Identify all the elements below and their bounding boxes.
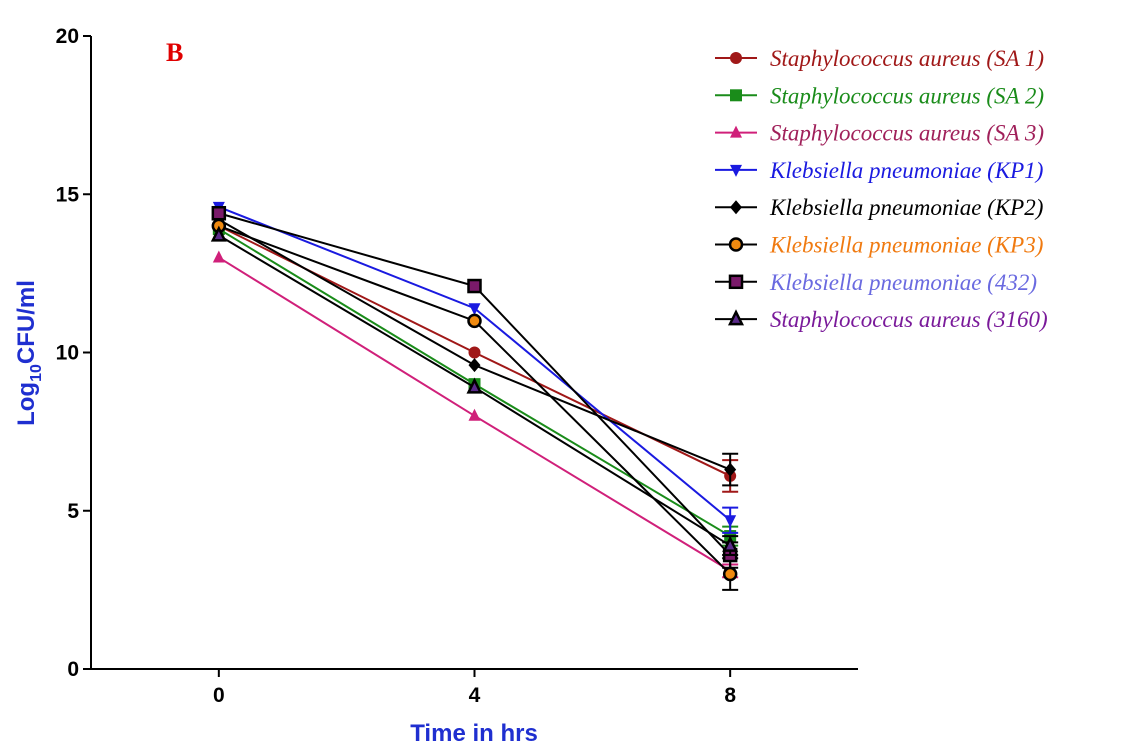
- data-point: [466, 377, 483, 394]
- data-point: [468, 346, 481, 359]
- data-point: [722, 566, 738, 582]
- y-tick-label: 0: [67, 658, 79, 681]
- legend-entry: Staphylococcus aureus (3160): [715, 307, 1048, 332]
- legend-entry: Klebsiella pneumoniae (KP1): [715, 158, 1043, 183]
- legend: Staphylococcus aureus (SA 1) Staphylococc…: [715, 46, 1048, 332]
- legend-entry: Staphylococcus aureus (SA 2): [715, 83, 1044, 108]
- legend-marker: [728, 274, 744, 290]
- legend-label: Staphylococcus aureus (SA 2): [770, 83, 1044, 108]
- y-axis-title: Log10CFU/ml: [13, 280, 45, 426]
- legend-marker: [728, 237, 744, 252]
- data-point: [724, 515, 737, 528]
- legend-marker: [730, 52, 742, 64]
- legend-entry: Klebsiella pneumoniae (432): [715, 270, 1037, 295]
- panel-label: B: [166, 38, 183, 67]
- x-axis-title: Time in hrs: [410, 720, 538, 747]
- legend-label: Staphylococcus aureus (3160): [770, 307, 1048, 332]
- legend-label: Klebsiella pneumoniae (KP1): [769, 158, 1043, 183]
- series-line: [218, 218, 731, 471]
- legend-entry: Klebsiella pneumoniae (KP2): [715, 195, 1043, 220]
- data-point: [212, 250, 225, 263]
- y-axis-title-rest: CFU/ml: [13, 280, 40, 364]
- legend-entry: Staphylococcus aureus (SA 1): [715, 46, 1044, 71]
- y-axis-title-sub: 10: [28, 364, 45, 382]
- legend-marker: [730, 164, 742, 177]
- series-3: [212, 250, 739, 579]
- x-tick-label: 8: [724, 684, 736, 707]
- y-tick-label: 10: [56, 342, 79, 365]
- legend-entry: Staphylococcus aureus (SA 3): [715, 121, 1044, 146]
- data-point: [468, 303, 481, 316]
- data-point: [468, 358, 481, 373]
- legend-label: Staphylococcus aureus (SA 1): [770, 46, 1044, 71]
- legend-label: Klebsiella pneumoniae (KP2): [769, 195, 1043, 220]
- series-6: [211, 218, 739, 591]
- legend-marker: [730, 89, 742, 102]
- data-point: [468, 408, 481, 421]
- axes: 0 5 10 15 20 0 4 8: [56, 25, 858, 707]
- legend-marker: [730, 200, 742, 215]
- series-layer: [210, 201, 739, 591]
- data-point: [467, 313, 482, 329]
- y-tick-label: 5: [67, 500, 79, 523]
- series-4: [212, 201, 739, 534]
- data-point: [467, 278, 482, 294]
- legend-label: Klebsiella pneumoniae (KP3): [769, 233, 1043, 258]
- data-point: [211, 205, 227, 221]
- series-line: [218, 224, 731, 575]
- legend-entry: Klebsiella pneumoniae (KP3): [715, 233, 1043, 258]
- legend-marker: [730, 125, 742, 138]
- data-point: [210, 225, 227, 242]
- legend-marker: [727, 309, 745, 326]
- y-tick-label: 20: [56, 25, 79, 48]
- legend-label: Staphylococcus aureus (SA 3): [770, 121, 1044, 146]
- x-tick-label: 4: [469, 684, 481, 707]
- x-tick-label: 0: [213, 684, 225, 707]
- data-point: [722, 535, 739, 552]
- series-8: [210, 225, 739, 557]
- y-tick-label: 15: [56, 183, 80, 206]
- legend-label: Klebsiella pneumoniae (432): [769, 270, 1037, 295]
- series-7: [211, 205, 739, 569]
- y-axis-title-main: Log: [13, 382, 40, 426]
- data-point: [724, 462, 737, 477]
